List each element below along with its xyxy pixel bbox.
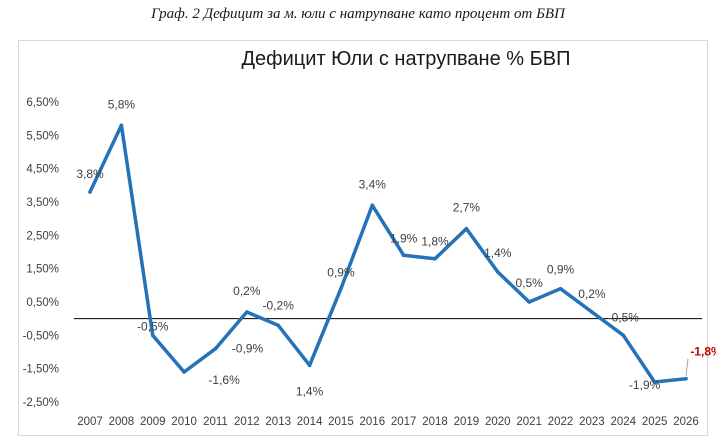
data-label: 2,7% — [453, 201, 481, 215]
data-label: -1,9% — [629, 378, 661, 392]
x-tick-label: 2026 — [673, 416, 699, 428]
x-tick-label: 2008 — [109, 416, 135, 428]
data-point — [339, 286, 343, 291]
x-tick-label: 2023 — [579, 416, 605, 428]
y-tick-label: 2,50% — [26, 230, 59, 242]
data-point — [307, 363, 312, 368]
data-label: 0,2% — [233, 284, 261, 298]
series-line — [88, 123, 688, 384]
y-axis: -2,50% -1,50% -0,50% 0,50% 1,50% 2,50% 3,50% 4,… — [23, 97, 59, 409]
data-point — [182, 370, 186, 374]
y-tick-label: 1,50% — [26, 264, 59, 276]
data-label: 3,4% — [359, 177, 387, 191]
data-label: 1,8% — [421, 235, 449, 249]
data-point — [150, 333, 155, 338]
x-tick-label: 2018 — [422, 416, 448, 428]
data-label: 0,5% — [515, 276, 543, 290]
data-point — [558, 286, 563, 291]
y-tick-label: 5,50% — [26, 130, 59, 142]
data-point — [433, 256, 437, 261]
x-tick-label: 2011 — [203, 416, 228, 428]
x-tick-label: 2009 — [140, 416, 166, 428]
data-label: -0,2% — [263, 298, 295, 312]
x-axis: 2007 2008 2009 2010 2011 2012 2013 2014 2015 2016… — [77, 416, 699, 428]
y-tick-label: -1,50% — [23, 364, 59, 376]
data-label: -1,8% — [690, 345, 716, 359]
x-tick-label: 2012 — [234, 416, 260, 428]
data-point — [119, 123, 124, 128]
x-tick-label: 2014 — [297, 416, 323, 428]
y-tick-label: 4,50% — [26, 164, 59, 176]
y-tick-label: -0,50% — [23, 330, 59, 342]
data-point — [495, 270, 500, 274]
x-tick-label: 2021 — [516, 416, 542, 428]
x-tick-label: 2007 — [77, 416, 103, 428]
data-label: 0,9% — [327, 266, 355, 280]
label-leader-line — [685, 358, 689, 376]
data-label: -0,5% — [137, 319, 169, 333]
data-points — [88, 123, 688, 384]
x-tick-label: 2019 — [454, 416, 480, 428]
data-point — [88, 190, 92, 194]
y-tick-label: 0,50% — [26, 297, 59, 309]
chart-frame — [18, 40, 708, 436]
data-label: -0,5% — [608, 310, 640, 324]
y-tick-label: 3,50% — [26, 197, 59, 209]
data-point — [401, 253, 406, 258]
x-tick-label: 2025 — [642, 416, 668, 428]
data-label: -1,6% — [208, 373, 240, 387]
x-tick-label: 2020 — [485, 416, 511, 428]
x-tick-label: 2016 — [360, 416, 386, 428]
data-label: 5,8% — [108, 97, 136, 111]
data-label: 1,9% — [390, 231, 418, 245]
y-tick-label: 6,50% — [26, 97, 59, 109]
data-point — [684, 376, 688, 381]
data-label: -0,9% — [232, 342, 264, 356]
x-tick-label: 2022 — [548, 416, 574, 428]
data-point — [370, 203, 375, 208]
data-labels: 3,8%5,8%-0,5%-1,6%-0,9%0,2%-0,2%1,4%0,9%… — [76, 97, 716, 398]
data-point — [464, 226, 469, 231]
x-tick-label: 2010 — [171, 416, 197, 428]
data-point — [213, 346, 218, 351]
data-label: 0,2% — [578, 287, 606, 301]
x-tick-label: 2017 — [391, 416, 417, 428]
y-tick-label: -2,50% — [23, 397, 59, 409]
data-point — [245, 310, 249, 314]
chart-title: Дефицит Юли с натрупване % БВП — [242, 48, 571, 70]
x-tick-label: 2015 — [328, 416, 354, 428]
data-label: 1,4% — [296, 384, 324, 398]
data-label: 1,4% — [484, 246, 512, 260]
data-point — [276, 323, 281, 328]
data-label: 3,8% — [76, 167, 104, 181]
figure-caption: Граф. 2 Дефицит за м. юли с натрупване к… — [151, 6, 565, 22]
data-point — [590, 310, 594, 314]
data-point — [621, 333, 626, 338]
x-tick-label: 2024 — [610, 416, 636, 428]
x-tick-label: 2013 — [265, 416, 291, 428]
data-label: 0,9% — [547, 263, 575, 277]
data-point — [652, 380, 657, 384]
data-point — [527, 300, 531, 304]
